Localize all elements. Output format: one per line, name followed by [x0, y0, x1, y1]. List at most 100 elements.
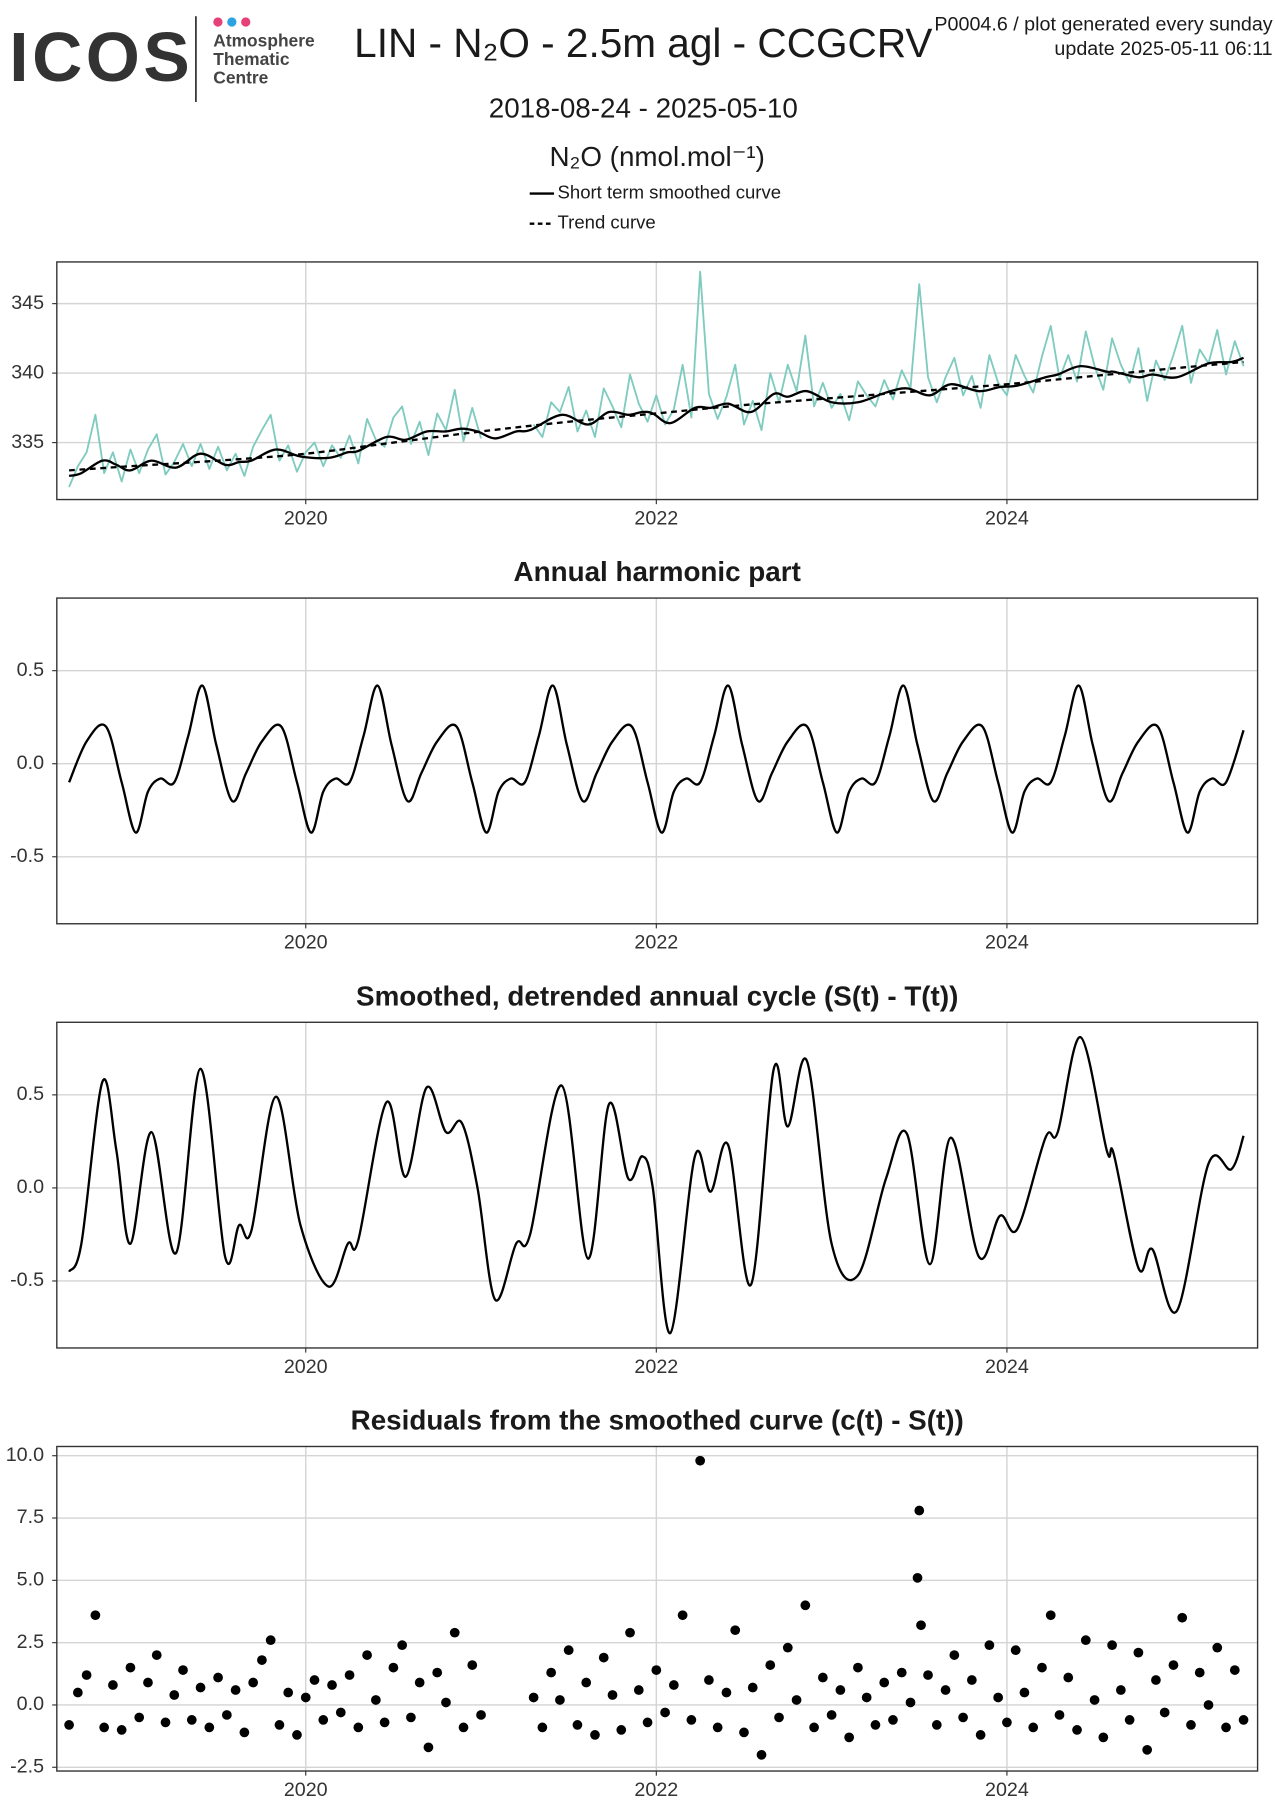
data-point	[905, 1697, 916, 1708]
data-point	[1229, 1665, 1240, 1675]
data-point	[660, 1707, 670, 1718]
data-point	[1194, 1667, 1205, 1678]
y-tick-label: 2.5	[17, 1631, 44, 1653]
logo-dot	[241, 17, 251, 27]
x-tick-label: 2020	[284, 932, 328, 954]
x-tick-label: 2024	[985, 1779, 1029, 1800]
data-point	[414, 1677, 425, 1688]
note: P0004.6 / plot generated every sunday	[934, 14, 1272, 36]
data-point	[607, 1690, 618, 1700]
data-point	[923, 1670, 933, 1680]
data-point	[1028, 1722, 1039, 1733]
data-point	[774, 1712, 784, 1723]
data-point	[1098, 1732, 1109, 1743]
data-point	[178, 1665, 188, 1675]
data-point	[274, 1720, 285, 1730]
data-point	[1072, 1725, 1082, 1735]
x-tick-label: 2022	[634, 932, 678, 954]
y-tick-label: -0.5	[10, 1269, 44, 1291]
x-tick-label: 2020	[284, 1779, 328, 1800]
data-point	[204, 1722, 215, 1733]
data-point	[1133, 1647, 1144, 1658]
logo-dot	[213, 17, 223, 27]
data-point	[362, 1650, 372, 1660]
data-point	[984, 1640, 995, 1651]
data-point	[1115, 1685, 1126, 1695]
data-point	[1186, 1720, 1196, 1730]
data-point	[1212, 1642, 1223, 1653]
data-point	[537, 1722, 548, 1733]
data-point	[642, 1717, 653, 1728]
data-point	[668, 1680, 679, 1690]
data-point	[756, 1749, 767, 1760]
data-point	[853, 1662, 863, 1673]
data-point	[327, 1680, 337, 1690]
y-tick-label: 7.5	[17, 1506, 44, 1528]
data-point	[966, 1675, 977, 1685]
panel	[56, 1446, 1258, 1772]
y-tick-label: 5.0	[17, 1569, 44, 1591]
data-point	[248, 1677, 259, 1688]
data-point	[467, 1660, 478, 1670]
data-point	[739, 1727, 749, 1738]
data-point	[1238, 1715, 1249, 1725]
data-point	[695, 1455, 706, 1466]
data-point	[704, 1675, 714, 1685]
data-point	[581, 1677, 592, 1688]
panel-border	[56, 1445, 1259, 1772]
y-tick-label: 340	[11, 361, 44, 383]
data-point	[379, 1717, 390, 1728]
data-point	[292, 1730, 302, 1740]
note: update 2025-05-11 06:11	[1054, 38, 1272, 60]
data-point	[912, 1572, 923, 1583]
data-line	[68, 356, 1244, 478]
data-point	[677, 1610, 688, 1621]
data-point	[730, 1625, 741, 1636]
data-point	[318, 1715, 329, 1725]
org-name: Centre	[213, 67, 268, 87]
data-point	[747, 1682, 758, 1693]
y-tick-label: 0.5	[17, 659, 44, 681]
data-point	[817, 1672, 828, 1683]
data-point	[1002, 1717, 1012, 1728]
data-point	[572, 1720, 583, 1730]
data-line	[69, 360, 1244, 472]
y-tick-label: 0.0	[17, 752, 44, 774]
data-point	[528, 1692, 539, 1703]
data-point	[861, 1692, 872, 1703]
data-point	[388, 1662, 399, 1673]
data-point	[1010, 1645, 1021, 1656]
data-point	[309, 1675, 320, 1685]
y-tick-label: 0.0	[17, 1693, 44, 1715]
axis-title: N₂O (nmol.mol⁻¹)	[549, 141, 764, 172]
data-point	[975, 1730, 986, 1740]
y-tick-label: 345	[11, 292, 44, 314]
data-point	[916, 1620, 926, 1631]
data-point	[1177, 1612, 1188, 1623]
panel-title: Annual harmonic part	[514, 556, 801, 587]
logo: ICOS	[9, 18, 193, 96]
data-point	[870, 1720, 881, 1730]
legend-label: Short term smoothed curve	[558, 181, 782, 202]
data-point	[221, 1710, 232, 1720]
data-point	[64, 1720, 74, 1730]
data-point	[72, 1687, 83, 1698]
data-point	[169, 1690, 180, 1700]
data-point	[651, 1665, 662, 1675]
data-point	[370, 1695, 381, 1705]
panel	[56, 598, 1258, 924]
data-line	[68, 684, 1245, 834]
data-point	[1054, 1710, 1065, 1720]
data-point	[239, 1727, 250, 1738]
data-point	[449, 1627, 460, 1638]
data-point	[826, 1710, 837, 1720]
data-point	[125, 1662, 136, 1673]
logo-dot	[227, 17, 237, 27]
data-point	[712, 1722, 723, 1733]
data-point	[195, 1682, 206, 1693]
data-point	[213, 1672, 223, 1683]
data-point	[160, 1717, 171, 1728]
data-point	[441, 1697, 451, 1708]
data-point	[809, 1722, 819, 1733]
